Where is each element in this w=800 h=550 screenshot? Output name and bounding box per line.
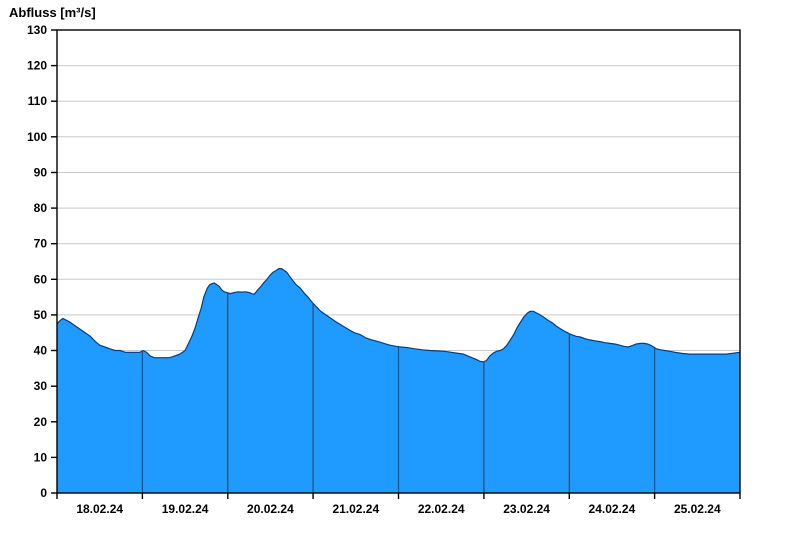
- y-tick-label: 20: [34, 415, 48, 429]
- y-tick-label: 100: [27, 130, 47, 144]
- x-tick-label: 22.02.24: [418, 502, 465, 516]
- x-tick-label: 19.02.24: [162, 502, 209, 516]
- y-tick-label: 50: [34, 308, 48, 322]
- chart-title: Abfluss [m³/s]: [9, 5, 96, 20]
- discharge-line: [56, 268, 741, 363]
- x-tick-label: 23.02.24: [503, 502, 550, 516]
- x-tick-label: 25.02.24: [674, 502, 721, 516]
- y-tick-label: 40: [34, 344, 48, 358]
- y-tick-label: 10: [34, 450, 48, 464]
- x-tick-label: 24.02.24: [589, 502, 636, 516]
- y-tick-label: 120: [27, 59, 47, 73]
- y-tick-label: 130: [27, 23, 47, 37]
- x-tick-label: 20.02.24: [247, 502, 294, 516]
- y-tick-label: 60: [34, 272, 48, 286]
- y-tick-label: 0: [40, 486, 47, 500]
- y-tick-label: 110: [28, 94, 48, 108]
- y-tick-label: 90: [34, 166, 48, 180]
- y-tick-label: 30: [34, 379, 48, 393]
- y-tick-label: 70: [34, 237, 48, 251]
- y-tick-label: 80: [34, 201, 48, 215]
- x-tick-label: 18.02.24: [76, 502, 123, 516]
- x-tick-label: 21.02.24: [332, 502, 379, 516]
